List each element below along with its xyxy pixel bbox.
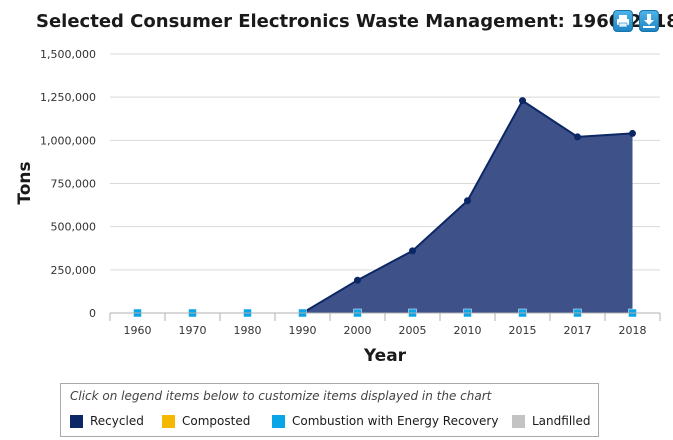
legend-swatch-combustion	[272, 414, 285, 428]
y-tick-label: 0	[89, 307, 96, 320]
legend-label: Combustion with Energy Recovery	[292, 414, 499, 428]
legend: Click on legend items below to customize…	[60, 383, 599, 437]
legend-label: Composted	[182, 414, 251, 428]
x-tick-label: 2010	[454, 324, 482, 337]
y-tick-label: 750,000	[51, 178, 97, 191]
y-tick-label: 1,500,000	[40, 48, 96, 61]
point-recycled	[354, 276, 361, 284]
point-recycled	[409, 247, 416, 255]
legend-swatch-composted	[162, 414, 175, 428]
y-tick-label: 1,250,000	[40, 91, 96, 104]
y-axis-label: Tons	[15, 161, 35, 204]
download-icon	[643, 14, 655, 28]
download-button[interactable]	[639, 10, 659, 32]
x-tick-label: 1980	[234, 324, 262, 337]
print-icon	[617, 15, 629, 28]
y-tick-label: 1,000,000	[40, 134, 96, 147]
point-recycled	[629, 129, 636, 137]
point-recycled	[574, 133, 581, 141]
x-axis-label: Year	[363, 346, 407, 366]
x-tick-label: 2000	[344, 324, 372, 337]
area-recycled	[302, 100, 633, 314]
legend-item-combustion[interactable]: Combustion with Energy Recovery	[272, 412, 498, 430]
legend-item-landfilled[interactable]: Landfilled	[512, 412, 591, 430]
x-tick-label: 1990	[289, 324, 317, 337]
legend-label: Recycled	[90, 414, 144, 428]
point-recycled	[464, 197, 471, 205]
legend-item-composted[interactable]: Composted	[162, 412, 250, 430]
legend-swatch-recycled	[70, 414, 83, 428]
legend-swatch-landfilled	[512, 414, 525, 428]
point-recycled	[519, 97, 526, 105]
legend-label: Landfilled	[532, 414, 591, 428]
x-tick-label: 1970	[179, 324, 207, 337]
x-tick-label: 2017	[564, 324, 592, 337]
y-tick-label: 250,000	[51, 264, 97, 277]
y-tick-label: 500,000	[51, 221, 97, 234]
plot-area	[133, 97, 637, 318]
axes: 0 250,000 500,000 750,000 1,000,000 1,250,000…	[40, 48, 661, 337]
x-tick-label: 2015	[509, 324, 537, 337]
legend-hint: Click on legend items below to customize…	[70, 389, 492, 403]
chart-title: Selected Consumer Electronics Waste Mana…	[36, 11, 673, 32]
x-tick-label: 1960	[124, 324, 152, 337]
x-tick-label: 2018	[619, 324, 647, 337]
legend-item-recycled[interactable]: Recycled	[70, 412, 144, 430]
x-tick-label: 2005	[399, 324, 427, 337]
print-button[interactable]	[613, 10, 633, 32]
